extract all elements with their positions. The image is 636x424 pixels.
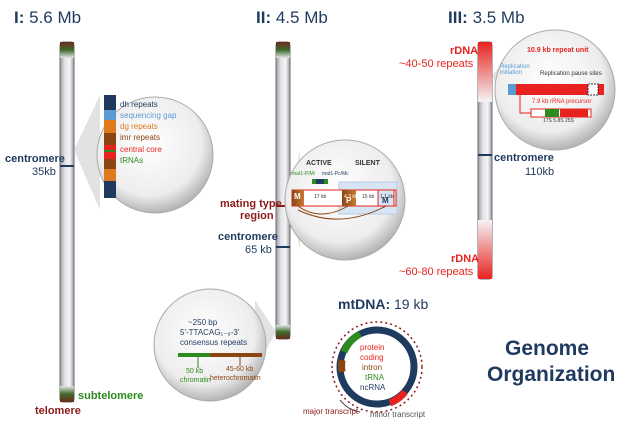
heterochromatin-bar [210,353,262,357]
telomere-text-3: consensus repeats [180,338,248,347]
hetero-size: 45-60 kb [226,366,254,373]
mtdna-legend-coding: coding [360,353,384,362]
letter-m-active: M [294,192,301,201]
legend-dh-repeats: dh repeats [120,100,158,109]
mat1-label: mat1-P/Mi [292,171,315,177]
mtdna-legend-ncrna: ncRNA [360,383,386,392]
replication-initiation: Replication initiation [500,64,530,76]
chr1-header: I: 5.6 Mb [14,8,82,27]
telomere-text-1: ~250 bp [188,318,218,327]
chr2-header: II: 4.5 Mb [256,8,328,27]
subunits-label: 17S 5.8S 25S [543,118,574,124]
rdna-bottom-label: rDNA [451,253,480,265]
legend-sequencing-gap: sequencing gap [120,111,177,120]
chr2-centromere-label: centromere [218,231,278,243]
silent-p-cassette [342,190,356,206]
box-15kb: 15 kb [362,194,375,200]
chr3-centromere-label: centromere [494,152,554,164]
mtdna-legend-trna: tRNA [365,373,385,382]
box-43kb: 4.3 kb [344,194,358,200]
legend-dg-repeats: dg repeats [120,122,158,131]
rdna-top-repeats: ~40-50 repeats [399,58,474,70]
legend-trnas: tRNAs [120,156,144,165]
mtdna-header: mtDNA: 19 kb [338,296,429,312]
chr1-telomere-label: telomere [35,405,81,417]
chromosome-3 [477,41,493,280]
mating-type-label: mating type [220,198,282,210]
rdna-repeat-unit [508,84,604,95]
minor-transcript-label: minor transcript [370,410,426,419]
silent-label: SILENT [355,160,380,167]
mating-type-zoom [284,139,406,261]
title-line-1: Genome [505,337,590,360]
title-line-2: Organization [487,363,616,386]
rdna-bottom-repeats: ~60-80 repeats [399,266,474,278]
legend-imr-repeats: imr repeats [120,133,161,142]
legend-central-core: central core [120,145,162,154]
pause-sites: Replication pause sites [540,71,602,77]
hetero-label: heterochromatin [210,375,261,382]
chr1-centromere-size: 35kb [32,166,56,178]
repeat-unit-label: 10.9 kb repeat unit [527,47,589,54]
mtdna-circle [331,321,423,413]
major-transcript-label: major transcript [303,407,359,416]
active-m-cassette [292,190,304,206]
chr3-header: III: 3.5 Mb [448,8,525,27]
chromatin-label: chromatin [180,377,211,384]
box-11kb: 1.1 kb [380,194,394,200]
mat1-label-2: mat1-Pc/Mc [322,171,349,177]
chromatin-size: 50 kb [186,368,204,375]
letter-m-silent: M [382,196,389,205]
chromosome-1 [59,41,75,403]
chr3-centromere-size: 110kb [525,166,555,178]
telomere-zoom [153,288,276,402]
letter-p-silent: P [346,196,352,205]
active-label: ACTIVE [306,160,332,167]
telomere-text-2: 5'-TTACAG₁₋₈-3' [180,328,240,337]
precursor-label: 7.9 kb rRNA precursor [532,99,592,105]
chr1-subtelomere-label: subtelomere [78,390,144,402]
rdna-top-label: rDNA [450,45,479,57]
rdna-zoom [492,29,616,151]
centromere-zoom-1 [74,95,214,214]
box-17kb: 17 kb [314,194,327,200]
mtdna-legend-intron: intron [362,363,383,372]
chr1-centromere-label: centromere [5,153,65,165]
mating-region-label: region [240,210,274,222]
mtdna-legend-protein: protein [360,343,385,352]
chr2-centromere-size: 65 kb [245,244,272,256]
chromatin-bar [178,353,210,357]
